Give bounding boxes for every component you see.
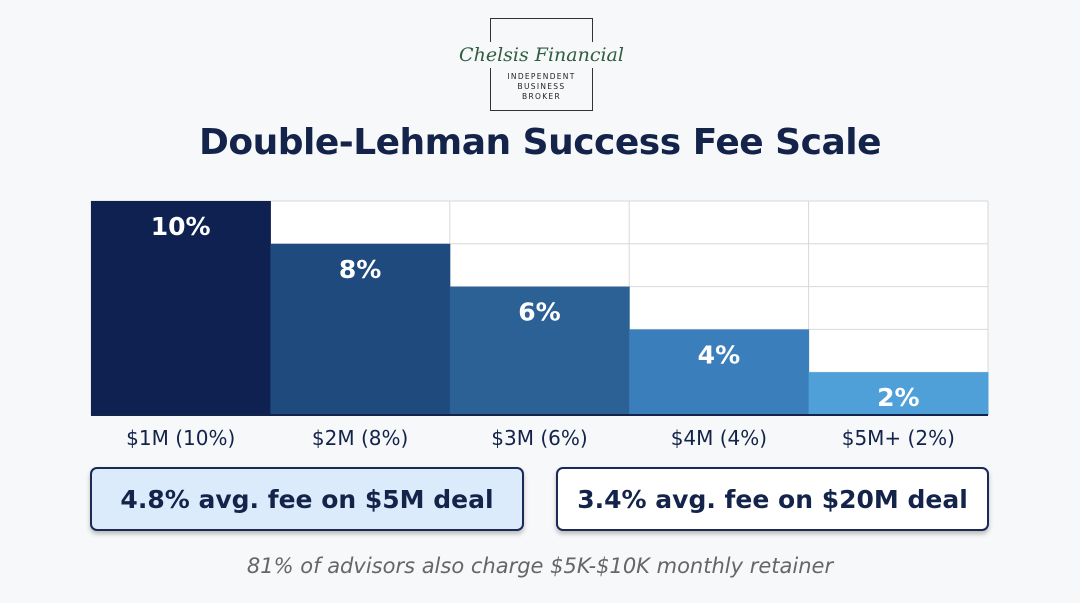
x-tick-label: $1M (10%) xyxy=(126,426,235,450)
bar xyxy=(91,201,271,415)
logo-tagline: INDEPENDENT BUSINESS BROKER xyxy=(496,72,587,102)
tagline-line: BUSINESS xyxy=(517,82,566,91)
tagline-line: INDEPENDENT xyxy=(507,72,576,81)
bar xyxy=(808,372,989,415)
data-label: 10% xyxy=(151,212,211,241)
data-label: 4% xyxy=(698,340,740,369)
chart-title: Double-Lehman Success Fee Scale xyxy=(198,122,882,163)
data-label: 8% xyxy=(339,255,381,284)
bar xyxy=(449,286,630,415)
stat-card-5m: 4.8% avg. fee on $5M deal xyxy=(90,467,524,531)
data-label: 6% xyxy=(518,298,560,327)
bar xyxy=(629,329,810,415)
logo: Chelsis Financial INDEPENDENT BUSINESS B… xyxy=(445,18,638,111)
x-tick-label: $3M (6%) xyxy=(491,426,587,450)
x-tick-label: $2M (8%) xyxy=(312,426,408,450)
footnote: 81% of advisors also charge $5K-$10K mon… xyxy=(246,554,834,578)
logo-name: Chelsis Financial xyxy=(445,42,638,68)
bar xyxy=(270,243,451,415)
data-label: 2% xyxy=(877,383,919,412)
x-tick-label: $4M (4%) xyxy=(671,426,767,450)
tagline-line: BROKER xyxy=(522,92,561,101)
stat-card-20m: 3.4% avg. fee on $20M deal xyxy=(556,467,989,531)
x-tick-label: $5M+ (2%) xyxy=(842,426,955,450)
bar-chart: 10% $1M (10%) 8% $2M (8%) 6% $3M (6%) 4% $4M (4… xyxy=(90,200,989,450)
